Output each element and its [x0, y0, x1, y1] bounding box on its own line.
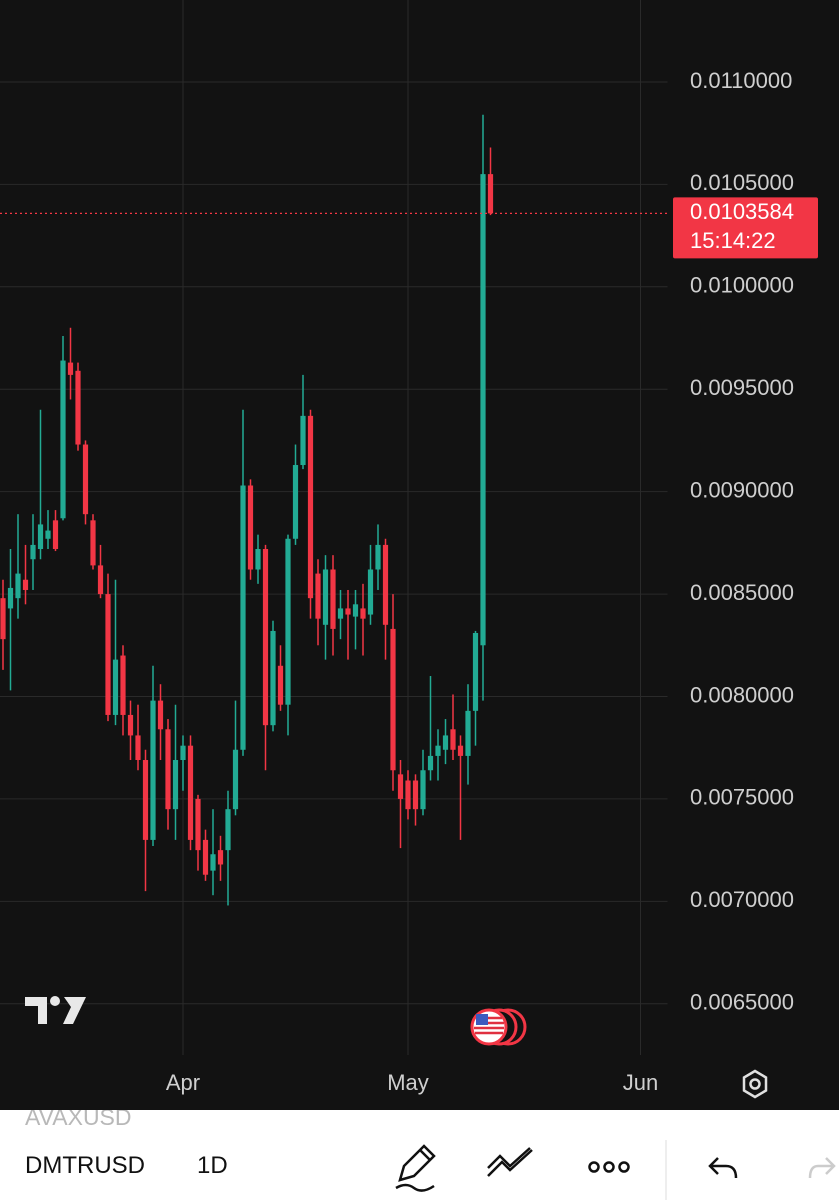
candle-body: [22, 579, 29, 590]
candle-body: [472, 633, 479, 711]
candle-body: [420, 770, 426, 810]
candle-body: [7, 587, 14, 609]
candle-body: [225, 809, 231, 851]
candle-body: [255, 549, 261, 570]
symbol[interactable]: DMTRUSD: [25, 1152, 145, 1179]
candle-body: [240, 485, 246, 750]
draw-button[interactable]: [395, 1144, 436, 1192]
last-price-box: [673, 197, 818, 259]
x-tick-label: Jun: [623, 1070, 658, 1095]
countdown-label: 15:14:22: [690, 228, 776, 253]
candle-body: [457, 745, 464, 756]
candle-body: [300, 415, 306, 466]
candle-body: [270, 630, 276, 726]
y-tick-label: 0.0075000: [690, 785, 794, 810]
candle-body: [52, 520, 59, 550]
candle-body: [210, 854, 216, 871]
candle-body: [465, 710, 471, 756]
candle-body: [345, 608, 351, 615]
candle-body: [360, 608, 366, 619]
tradingview-logo: [25, 996, 86, 1024]
candle-body: [112, 659, 119, 715]
candle-body: [172, 760, 179, 810]
y-tick-label: 0.0070000: [690, 887, 794, 912]
candle-body: [150, 700, 156, 840]
candle-body: [285, 538, 291, 705]
candle-body: [292, 465, 299, 539]
chart-background: [0, 0, 839, 1110]
candles: [0, 114, 494, 906]
y-tick-label: 0.0100000: [690, 273, 794, 298]
y-tick-label: 0.0085000: [690, 580, 794, 605]
candle-body: [30, 544, 36, 560]
candle-body: [142, 760, 149, 840]
candle-body: [120, 655, 126, 715]
candle-body: [135, 735, 141, 761]
candle-body: [165, 729, 171, 810]
y-tick-label: 0.0110000: [690, 68, 792, 93]
candle-body: [397, 774, 404, 799]
y-tick-label: 0.0080000: [690, 682, 794, 707]
candle-body: [187, 745, 194, 840]
candle-body: [0, 598, 6, 640]
candle-body: [127, 714, 134, 736]
candle-body: [367, 569, 374, 615]
candle-body: [180, 745, 186, 761]
candle-body: [75, 370, 81, 445]
candle-body: [90, 520, 96, 566]
more-button[interactable]: [588, 1161, 630, 1173]
candle-body: [375, 544, 381, 570]
undo-button[interactable]: [708, 1157, 738, 1179]
redo-button[interactable]: [808, 1157, 836, 1179]
y-tick-label: 0.0105000: [690, 170, 794, 195]
candle-body: [442, 735, 449, 750]
y-tick-label: 0.0095000: [690, 375, 794, 400]
candle-body: [480, 174, 486, 646]
candle-body: [337, 608, 344, 619]
candle-body: [157, 700, 164, 730]
candle-body: [277, 665, 284, 705]
candle-body: [37, 524, 44, 550]
candle-body: [247, 485, 254, 570]
candle-body: [382, 544, 389, 625]
candle-body: [202, 839, 209, 875]
candle-body: [97, 565, 104, 595]
candle-body: [330, 569, 336, 629]
candle-body: [450, 729, 456, 750]
candle-body: [315, 573, 321, 619]
candle-body: [195, 798, 201, 851]
candle-body: [412, 780, 419, 810]
candle-body: [487, 174, 494, 214]
toolbar: AVAXUSD DMTRUSD 1D: [0, 1110, 839, 1200]
candle-body: [352, 604, 359, 617]
candle-body: [307, 415, 314, 599]
x-tick-label: Apr: [166, 1070, 200, 1095]
candle-body: [435, 745, 441, 756]
candle-body: [217, 850, 224, 865]
candle-body: [322, 569, 329, 625]
event-flag[interactable]: [470, 1008, 527, 1046]
settings-button[interactable]: [742, 1069, 768, 1099]
y-tick-label: 0.0065000: [690, 990, 794, 1015]
indicators-button[interactable]: [487, 1147, 533, 1177]
candle-body: [82, 444, 89, 515]
candle-body: [105, 594, 111, 715]
interval[interactable]: 1D: [197, 1152, 228, 1179]
candle-body: [15, 573, 21, 599]
candle-body: [427, 755, 434, 771]
candle-body: [67, 362, 74, 375]
last-price-label: 0.0103584: [690, 199, 794, 224]
candle-body: [405, 780, 411, 810]
candle-body: [60, 360, 66, 519]
toolbar-icons: [395, 1140, 836, 1200]
x-tick-label: May: [387, 1070, 429, 1095]
y-tick-label: 0.0090000: [690, 477, 794, 502]
candle-body: [390, 628, 396, 771]
chart: 0.0065000 0.0070000 0.0075000 0.0080000 0.00…: [0, 0, 839, 1110]
candle-body: [232, 749, 239, 810]
previous-symbol[interactable]: AVAXUSD: [25, 1110, 132, 1130]
candle-body: [262, 549, 269, 726]
candle-body: [45, 530, 51, 539]
